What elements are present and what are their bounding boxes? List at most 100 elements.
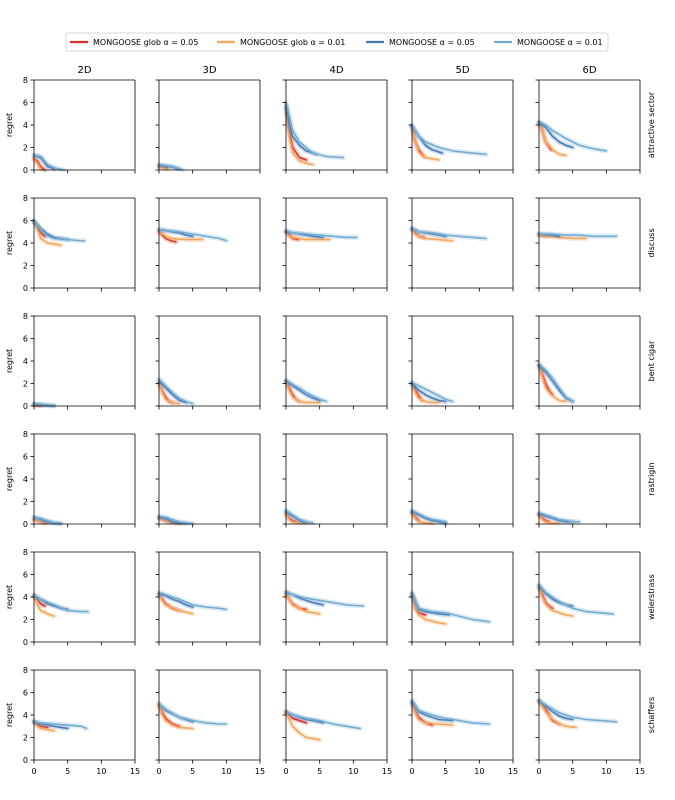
series-line-4 <box>411 509 447 523</box>
series-line-3 <box>411 382 447 403</box>
panel-weierstrass-4d <box>282 551 388 646</box>
series-line-3 <box>411 510 447 524</box>
series-line-2 <box>285 712 321 741</box>
series-line-4 <box>33 219 86 242</box>
x-tick-label: 10 <box>221 767 231 776</box>
series-line-4 <box>158 703 228 725</box>
legend-label-2: MONGOOSE glob α = 0.01 <box>240 38 345 47</box>
panel-weierstrass-6d: weierstrass <box>535 551 656 646</box>
x-tick-label: 5 <box>65 767 70 776</box>
panel-rastrigin-5d <box>408 433 514 528</box>
panel-attractive-sector-5d: 5D <box>408 65 514 174</box>
x-tick-label: 5 <box>317 767 322 776</box>
series-line-2 <box>158 231 204 241</box>
y-tick-label: 0 <box>23 166 28 175</box>
series-line-2 <box>285 380 321 404</box>
series-line-1 <box>285 712 307 724</box>
series-line-4 <box>285 509 314 524</box>
series-line-4 <box>538 699 618 723</box>
series-line-2 <box>411 382 440 404</box>
y-tick-label: 2 <box>23 616 28 625</box>
panel-discuss-3d <box>155 197 261 292</box>
x-tick-label: 15 <box>508 767 518 776</box>
y-tick-label: 6 <box>23 571 28 580</box>
series-line-4 <box>158 378 194 405</box>
series-line-2 <box>538 122 567 157</box>
legend-entry-1: MONGOOSE glob α = 0.05 <box>70 38 198 47</box>
y-axis-label: regret <box>5 113 14 137</box>
y-tick-label: 0 <box>23 638 28 647</box>
row-label: rastrigin <box>647 462 656 495</box>
x-tick-label: 15 <box>382 767 392 776</box>
series-line-3 <box>158 592 194 608</box>
series-line-2 <box>411 703 454 726</box>
panel-bent-cigar-2d: 0 2 4 6 8 regret <box>5 312 136 411</box>
series-line-4 <box>158 515 194 525</box>
panel-bent-cigar-5d <box>408 315 514 410</box>
panel-rastrigin-3d <box>155 433 261 528</box>
y-tick-label: 0 <box>23 520 28 529</box>
series-line-4 <box>285 229 358 239</box>
x-tick-label: 0 <box>409 767 414 776</box>
series-line-4 <box>538 583 614 615</box>
series-line-4 <box>411 381 454 403</box>
series-line-3 <box>285 380 321 402</box>
series-line-2 <box>33 595 55 617</box>
series-line-2 <box>33 220 62 247</box>
series-line-4 <box>538 363 574 403</box>
x-tick-label: 0 <box>536 767 541 776</box>
y-axis-label: regret <box>5 467 14 491</box>
legend-entry-4: MONGOOSE α = 0.01 <box>494 38 603 47</box>
x-tick-label: 10 <box>96 767 106 776</box>
series-line-2 <box>285 231 331 241</box>
y-tick-label: 6 <box>23 689 28 698</box>
y-tick-label: 0 <box>23 402 28 411</box>
series-line-2 <box>411 594 447 625</box>
y-tick-label: 6 <box>23 217 28 226</box>
panel-discuss-2d: 0 2 4 6 8 regret <box>5 194 136 293</box>
panel-rastrigin-4d <box>282 433 388 528</box>
y-tick-label: 6 <box>23 335 28 344</box>
y-tick-label: 4 <box>23 593 28 602</box>
series-line-4 <box>285 101 344 159</box>
row-label: discuss <box>647 228 656 257</box>
column-title: 5D <box>455 65 469 76</box>
y-tick-label: 8 <box>23 194 28 203</box>
series-line-4 <box>411 699 491 725</box>
series-line-2 <box>538 700 577 729</box>
panel-weierstrass-5d <box>408 551 514 646</box>
series-line-3 <box>33 721 69 730</box>
panel-attractive-sector-6d: 6D attractive sector <box>535 65 656 174</box>
series-line-2 <box>285 594 321 615</box>
y-tick-label: 0 <box>23 284 28 293</box>
y-tick-label: 8 <box>23 666 28 675</box>
legend-label-4: MONGOOSE α = 0.01 <box>517 38 603 47</box>
legend-box <box>65 32 609 52</box>
panel-bent-cigar-3d <box>155 315 261 410</box>
y-tick-label: 0 <box>23 756 28 765</box>
y-axis-label: regret <box>5 349 14 373</box>
legend-label-1: MONGOOSE glob α = 0.05 <box>93 38 198 47</box>
row-label: bent cigar <box>647 340 656 381</box>
series-line-3 <box>285 104 318 156</box>
y-tick-label: 4 <box>23 357 28 366</box>
x-tick-label: 10 <box>474 767 484 776</box>
y-tick-label: 8 <box>23 548 28 557</box>
panel-rastrigin-2d: 0 2 4 6 8 regret <box>5 430 136 529</box>
y-tick-label: 2 <box>23 380 28 389</box>
panel-schaffers-5d: 0 5 10 15 <box>408 669 518 776</box>
legend-label-3: MONGOOSE α = 0.05 <box>389 38 475 47</box>
series-line-2 <box>285 107 314 166</box>
panel-attractive-sector-3d: 3D <box>155 65 261 174</box>
series-line-3 <box>538 122 574 149</box>
x-tick-label: 15 <box>130 767 140 776</box>
series-line-3 <box>158 516 187 525</box>
x-tick-label: 5 <box>190 767 195 776</box>
panel-weierstrass-3d <box>155 551 261 646</box>
panel-rastrigin-6d: rastrigin <box>535 433 656 528</box>
series-line-2 <box>538 364 567 403</box>
legend-entry-3: MONGOOSE α = 0.05 <box>366 38 475 47</box>
y-tick-label: 8 <box>23 76 28 85</box>
y-tick-label: 2 <box>23 144 28 153</box>
